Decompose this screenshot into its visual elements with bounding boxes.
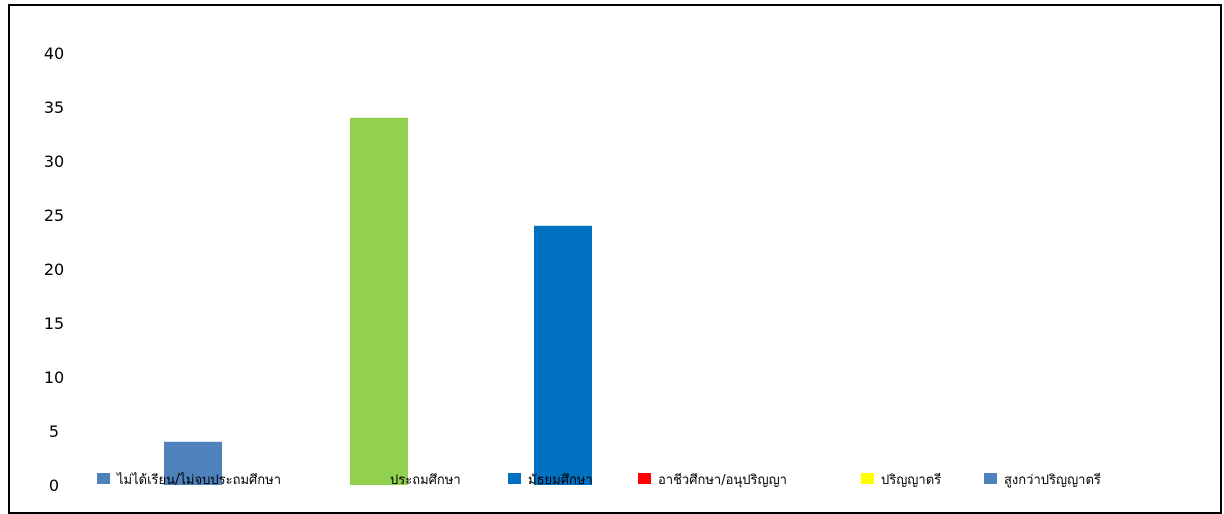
legend-item: มัธยมศึกษา	[508, 473, 593, 488]
y-tick-label: 25	[44, 206, 64, 225]
legend-label: ไม่ได้เรียน/ไม่จบประถมศึกษา	[116, 472, 281, 488]
y-tick-label: 20	[44, 260, 64, 279]
y-tick-label: 40	[44, 44, 64, 63]
legend-item: ปริญญาตรี	[861, 472, 941, 488]
legend-swatch	[984, 473, 997, 484]
legend-item: สูงกว่าปริญญาตรี	[984, 472, 1101, 488]
legend-item: ประถมศึกษา	[370, 473, 461, 488]
legend-label: สูงกว่าปริญญาตรี	[1004, 472, 1101, 488]
y-tick-label: 35	[44, 98, 64, 117]
legend-swatch	[508, 473, 521, 484]
legend-label: อาชีวศึกษา/อนุปริญญา	[658, 472, 787, 488]
bars	[164, 117, 592, 486]
bar	[350, 117, 408, 486]
legend-item: อาชีวศึกษา/อนุปริญญา	[638, 472, 787, 488]
chart-frame	[8, 4, 1222, 514]
legend-swatch	[97, 473, 110, 484]
legend-swatch	[370, 473, 383, 484]
legend-item: ไม่ได้เรียน/ไม่จบประถมศึกษา	[97, 472, 281, 488]
y-tick-label: 5	[49, 422, 59, 441]
y-tick-label: 10	[44, 368, 64, 387]
legend: ไม่ได้เรียน/ไม่จบประถมศึกษา ประถมศึกษา มัธ…	[97, 472, 1101, 488]
y-tick-label: 15	[44, 314, 64, 333]
legend-label: ปริญญาตรี	[881, 472, 941, 488]
legend-swatch	[638, 473, 651, 484]
legend-label: ประถมศึกษา	[390, 473, 461, 488]
bar	[534, 225, 592, 486]
y-tick-label: 30	[44, 152, 64, 171]
legend-swatch	[861, 473, 874, 484]
y-tick-label: 0	[49, 476, 59, 495]
legend-label: มัธยมศึกษา	[528, 473, 593, 488]
y-axis-tick-labels: 0 5 10 15 20 25 30 35 40	[44, 44, 64, 495]
bar	[164, 441, 222, 485]
